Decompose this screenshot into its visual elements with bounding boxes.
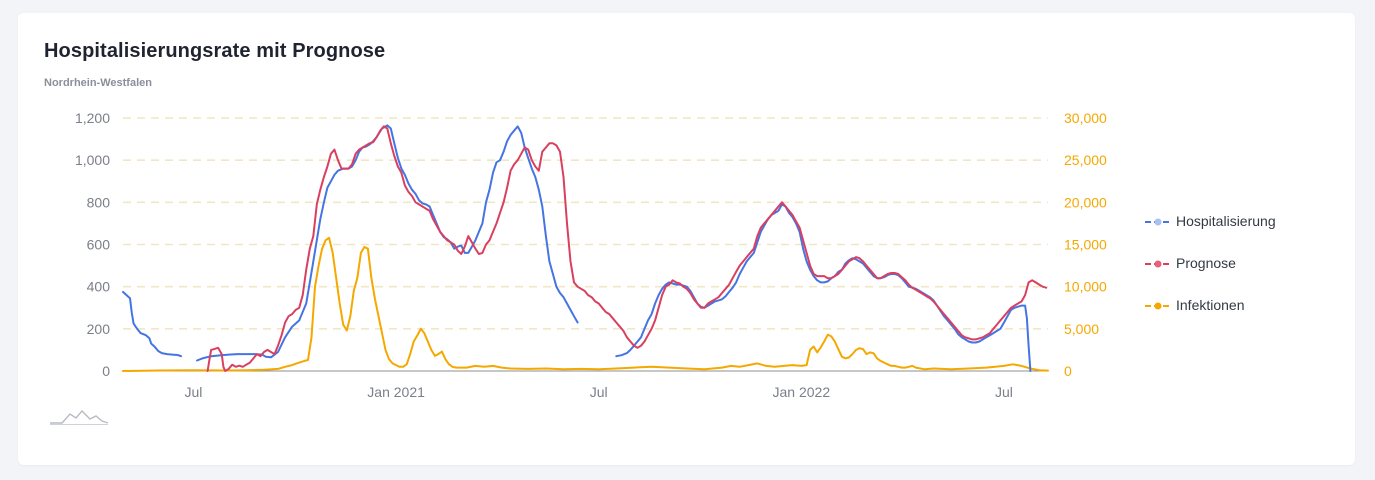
series-line-hospitalisierung <box>122 290 183 358</box>
chart-subtitle: Nordrhein-Westfalen <box>44 77 152 89</box>
x-tick-label: Jul <box>185 384 203 400</box>
x-tick-label: Jan 2022 <box>773 384 831 400</box>
legend-label-hospitalisierung: Hospitalisierung <box>1176 213 1276 229</box>
legend-swatch-infektionen <box>1145 302 1171 310</box>
x-tick-label: Jan 2021 <box>367 384 425 400</box>
grid-lines <box>123 117 1048 372</box>
range-brush-icon[interactable] <box>48 407 110 427</box>
y-right-tick-label: 10,000 <box>1064 279 1107 295</box>
legend-label-prognose: Prognose <box>1176 255 1236 271</box>
chart-canvas: 0 200 400 600 800 1,000 1,200 0 5,000 10,000 15,0… <box>75 110 1107 400</box>
y-left-tick-label: 0 <box>102 363 110 379</box>
y-right-tick-label: 25,000 <box>1064 152 1107 168</box>
series-line-infektionen <box>122 236 1049 372</box>
y-left-tick-label: 1,000 <box>75 152 110 168</box>
series-lines <box>122 124 1049 372</box>
x-tick-label: Jul <box>995 384 1013 400</box>
chart-title: Hospitalisierungsrate mit Prognose <box>44 40 386 62</box>
y-left-tick-label: 800 <box>87 194 111 210</box>
y-left-tick-label: 200 <box>87 321 111 337</box>
y-right-tick-label: 20,000 <box>1064 194 1107 210</box>
y-right-tick-label: 0 <box>1064 363 1072 379</box>
y-axis-left: 0 200 400 600 800 1,000 1,200 <box>75 110 110 379</box>
y-left-tick-label: 1,200 <box>75 110 110 126</box>
x-axis: Jul Jan 2021 Jul Jan 2022 Jul <box>185 384 1013 400</box>
y-left-tick-label: 600 <box>87 237 111 253</box>
legend-swatch-prognose <box>1145 260 1171 268</box>
y-right-tick-label: 5,000 <box>1064 321 1099 337</box>
y-right-tick-label: 15,000 <box>1064 237 1107 253</box>
series-line-hospitalisierung <box>615 203 1032 372</box>
series-line-prognose <box>206 125 1048 372</box>
x-tick-label: Jul <box>590 384 608 400</box>
legend-label-infektionen: Infektionen <box>1176 297 1245 313</box>
y-left-tick-label: 400 <box>87 279 111 295</box>
y-right-tick-label: 30,000 <box>1064 110 1107 126</box>
y-axis-right: 0 5,000 10,000 15,000 20,000 25,000 30,000 <box>1064 110 1107 379</box>
chart-card: Hospitalisierungsrate mit Prognose Nordr… <box>18 13 1355 465</box>
legend-swatch-hospitalisierung <box>1145 218 1171 226</box>
